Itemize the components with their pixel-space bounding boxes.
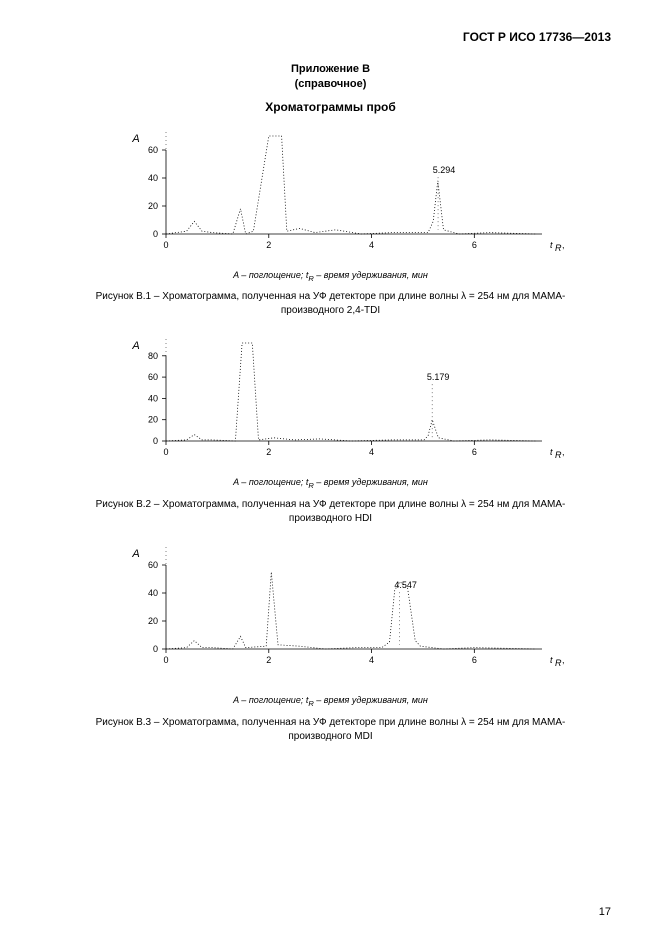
chromatogram-b3: 0 20 40 60 A 0 2 4 6 tR , мин 4.547 bbox=[50, 539, 611, 689]
legend-tr-symbol: tR bbox=[306, 270, 314, 280]
section-title: Хроматограммы проб bbox=[50, 100, 611, 114]
chromatogram-b3-caption: Рисунок B.3 – Хроматограмма, полученная … bbox=[80, 716, 581, 743]
svg-text:0: 0 bbox=[152, 229, 157, 239]
chromatogram-b3-svg: 0 20 40 60 A 0 2 4 6 tR , мин 4.547 bbox=[96, 539, 566, 689]
svg-text:2: 2 bbox=[266, 240, 271, 250]
chromatogram-b1-svg: 0 20 40 60 A 0 2 4 6 tR , мин 5.294 bbox=[96, 124, 566, 264]
svg-text:60: 60 bbox=[147, 145, 157, 155]
svg-text:40: 40 bbox=[147, 394, 157, 404]
chromatogram-b1-legend: A – поглощение; tR – время удерживания, … bbox=[50, 270, 611, 283]
svg-text:A: A bbox=[131, 548, 139, 560]
appendix-line-2: (справочное) bbox=[295, 78, 367, 90]
svg-text:6: 6 bbox=[471, 240, 476, 250]
svg-text:R: R bbox=[555, 658, 562, 668]
chromatogram-b2: 0 20 40 60 80 A 0 2 4 6 tR , мин 5.179 bbox=[50, 331, 611, 471]
legend-b-text: – время удерживания, мин bbox=[314, 477, 428, 487]
svg-text:2: 2 bbox=[266, 447, 271, 457]
svg-text:A: A bbox=[131, 133, 139, 145]
svg-text:0: 0 bbox=[163, 240, 168, 250]
svg-text:60: 60 bbox=[147, 373, 157, 383]
svg-text:4: 4 bbox=[369, 240, 374, 250]
page-number: 17 bbox=[599, 906, 611, 918]
appendix-heading: Приложение В (справочное) bbox=[50, 62, 611, 92]
svg-text:0: 0 bbox=[163, 655, 168, 665]
legend-a-text: A – поглощение; bbox=[233, 477, 306, 487]
svg-text:t: t bbox=[550, 447, 553, 457]
svg-text:6: 6 bbox=[471, 447, 476, 457]
svg-text:20: 20 bbox=[147, 201, 157, 211]
legend-tr-symbol: tR bbox=[306, 477, 314, 487]
svg-text:20: 20 bbox=[147, 415, 157, 425]
svg-text:40: 40 bbox=[147, 173, 157, 183]
svg-text:t: t bbox=[550, 655, 553, 665]
appendix-line-1: Приложение В bbox=[291, 63, 370, 75]
svg-text:0: 0 bbox=[152, 644, 157, 654]
legend-a-text: A – поглощение; bbox=[233, 695, 306, 705]
svg-text:, мин: , мин bbox=[562, 447, 566, 457]
legend-b-text: – время удерживания, мин bbox=[314, 695, 428, 705]
svg-text:5.294: 5.294 bbox=[432, 165, 455, 175]
legend-b-text: – время удерживания, мин bbox=[314, 270, 428, 280]
svg-text:t: t bbox=[550, 240, 553, 250]
svg-text:, мин: , мин bbox=[562, 240, 566, 250]
svg-text:, мин: , мин bbox=[562, 655, 566, 665]
svg-text:2: 2 bbox=[266, 655, 271, 665]
chromatogram-b1-caption: Рисунок B.1 – Хроматограмма, полученная … bbox=[80, 290, 581, 317]
svg-text:5.179: 5.179 bbox=[426, 373, 449, 383]
svg-text:60: 60 bbox=[147, 560, 157, 570]
svg-text:0: 0 bbox=[152, 436, 157, 446]
chromatogram-b3-legend: A – поглощение; tR – время удерживания, … bbox=[50, 695, 611, 708]
legend-tr-symbol: tR bbox=[306, 695, 314, 705]
chromatogram-b2-svg: 0 20 40 60 80 A 0 2 4 6 tR , мин 5.179 bbox=[96, 331, 566, 471]
chromatogram-b2-caption: Рисунок B.2 – Хроматограмма, полученная … bbox=[80, 498, 581, 525]
svg-text:6: 6 bbox=[471, 655, 476, 665]
legend-a-text: A – поглощение; bbox=[233, 270, 306, 280]
svg-text:20: 20 bbox=[147, 616, 157, 626]
chromatogram-b2-legend: A – поглощение; tR – время удерживания, … bbox=[50, 477, 611, 490]
document-header: ГОСТ Р ИСО 17736—2013 bbox=[50, 30, 611, 44]
svg-text:R: R bbox=[555, 243, 562, 253]
svg-text:4: 4 bbox=[369, 447, 374, 457]
page: ГОСТ Р ИСО 17736—2013 Приложение В (спра… bbox=[0, 0, 661, 936]
chromatogram-b1: 0 20 40 60 A 0 2 4 6 tR , мин 5.294 bbox=[50, 124, 611, 264]
svg-text:R: R bbox=[555, 450, 562, 460]
svg-text:80: 80 bbox=[147, 351, 157, 361]
svg-text:4: 4 bbox=[369, 655, 374, 665]
svg-text:A: A bbox=[131, 340, 139, 352]
svg-text:40: 40 bbox=[147, 588, 157, 598]
svg-text:0: 0 bbox=[163, 447, 168, 457]
svg-text:4.547: 4.547 bbox=[394, 581, 417, 591]
